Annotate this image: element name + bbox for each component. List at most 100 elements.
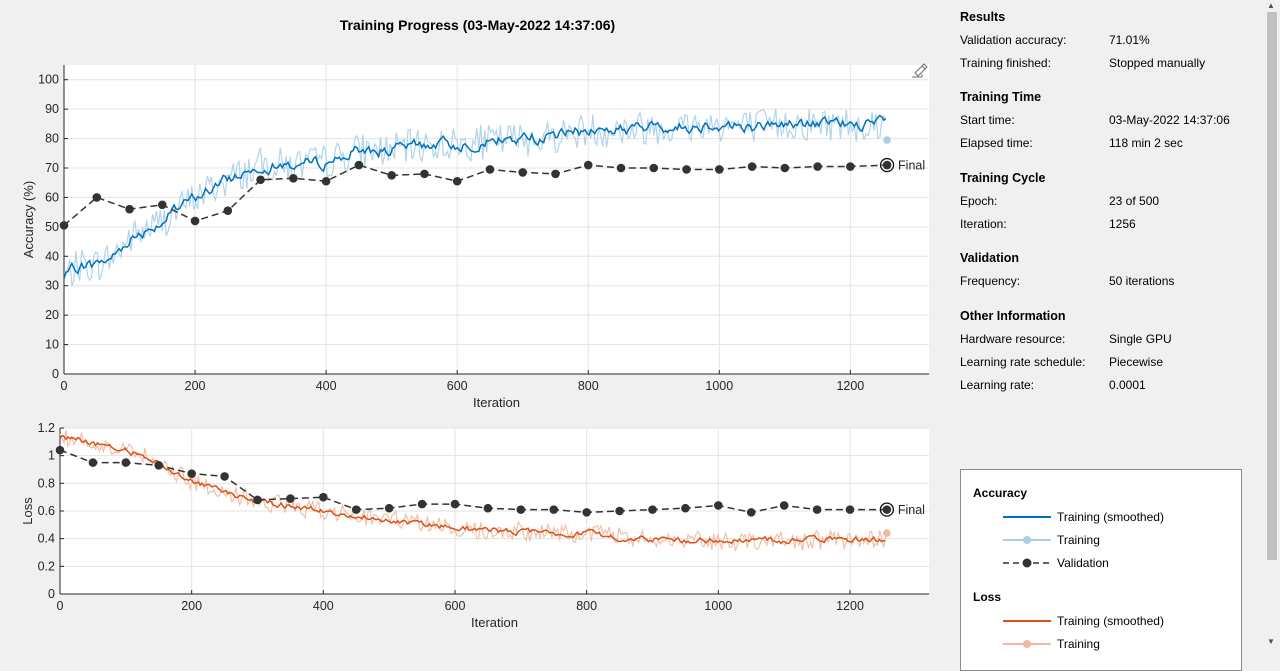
validation-point xyxy=(354,160,364,170)
validation-point xyxy=(518,168,528,177)
validation-point xyxy=(648,505,657,514)
validation-point xyxy=(747,162,757,171)
y-tick-label: 0 xyxy=(52,367,59,381)
validation-point xyxy=(812,505,822,514)
validation-point xyxy=(516,505,526,514)
y-tick-label: 10 xyxy=(45,338,59,352)
validation-point xyxy=(55,445,65,455)
y-tick-label: 90 xyxy=(45,102,59,116)
validation-point xyxy=(420,169,429,179)
x-tick-label: 1000 xyxy=(704,599,732,613)
x-tick-label: 0 xyxy=(61,379,68,393)
validation-point xyxy=(154,461,164,470)
legend-swatch xyxy=(1003,516,1051,518)
training-final-point xyxy=(883,529,891,537)
info-label: Hardware resource: xyxy=(960,332,1066,346)
info-value: 23 of 500 xyxy=(1109,194,1160,208)
final-marker xyxy=(879,157,895,173)
vertical-scrollbar[interactable]: ▲ ▼ xyxy=(1264,0,1280,650)
info-value: 50 iterations xyxy=(1109,274,1175,288)
y-tick-label: 0.6 xyxy=(38,504,55,518)
training-smoothed-line xyxy=(59,434,886,545)
y-axis-label: Accuracy (%) xyxy=(21,181,36,258)
export-icon[interactable] xyxy=(910,62,930,80)
scroll-up-icon[interactable]: ▲ xyxy=(1267,1,1275,10)
validation-point xyxy=(649,163,659,173)
info-label: Epoch: xyxy=(960,194,998,208)
info-label: Elapsed time: xyxy=(960,136,1033,150)
validation-point xyxy=(583,160,593,170)
y-tick-label: 1 xyxy=(48,449,55,463)
section-title: Training Cycle xyxy=(960,171,1046,185)
validation-point xyxy=(88,458,98,467)
validation-point xyxy=(187,469,196,478)
final-label: Final xyxy=(898,503,925,517)
validation-point xyxy=(813,162,822,171)
y-tick-label: 100 xyxy=(38,73,59,87)
info-value: 118 min 2 sec xyxy=(1109,136,1183,150)
validation-point xyxy=(682,165,691,174)
scroll-thumb[interactable] xyxy=(1267,12,1277,560)
validation-point xyxy=(286,494,295,503)
legend-item: Validation xyxy=(1057,556,1109,570)
y-tick-label: 0.4 xyxy=(38,532,55,546)
validation-point xyxy=(59,221,69,230)
validation-point xyxy=(319,492,328,502)
legend-item: Training xyxy=(1057,533,1100,547)
legend-item: Training (smoothed) xyxy=(1057,510,1164,524)
validation-point xyxy=(549,505,559,514)
validation-point xyxy=(485,165,495,174)
x-tick-label: 600 xyxy=(447,379,468,393)
validation-point xyxy=(452,176,462,186)
validation-point xyxy=(616,163,626,173)
validation-point xyxy=(714,501,723,510)
validation-point xyxy=(615,506,624,516)
y-tick-label: 1.2 xyxy=(38,421,55,435)
y-tick-label: 40 xyxy=(45,249,59,263)
validation-point xyxy=(582,508,591,517)
info-value: 71.01% xyxy=(1109,33,1150,47)
x-axis-label: Iteration xyxy=(471,615,518,630)
validation-point xyxy=(125,204,134,214)
legend-swatch xyxy=(1003,536,1051,544)
info-label: Learning rate schedule: xyxy=(960,355,1086,369)
info-label: Training finished: xyxy=(960,56,1051,70)
section-title: Other Information xyxy=(960,309,1066,323)
x-tick-label: 800 xyxy=(578,379,599,393)
validation-point xyxy=(450,499,460,509)
validation-point xyxy=(846,162,855,171)
validation-point xyxy=(190,216,200,226)
validation-point xyxy=(121,458,131,467)
y-tick-label: 50 xyxy=(45,220,59,234)
x-tick-label: 600 xyxy=(445,599,466,613)
validation-point xyxy=(483,503,493,513)
validation-point xyxy=(746,508,756,517)
y-tick-label: 0 xyxy=(48,587,55,601)
legend-item: Training xyxy=(1057,637,1100,651)
info-value: Stopped manually xyxy=(1109,56,1206,70)
y-tick-label: 0.8 xyxy=(38,476,55,490)
scroll-down-icon[interactable]: ▼ xyxy=(1267,637,1275,646)
x-tick-label: 200 xyxy=(185,379,206,393)
y-tick-label: 20 xyxy=(45,308,59,322)
x-tick-label: 800 xyxy=(576,599,597,613)
legend-box: Accuracy Training (smoothed) Training Valid… xyxy=(960,469,1242,671)
loss-plot[interactable]: 0 0.2 0.4 0.6 0.8 1 1.2 0 200 400 600 800 1000 1200 It… xyxy=(20,421,929,630)
validation-point xyxy=(384,503,394,513)
validation-point xyxy=(157,200,167,210)
final-label: Final xyxy=(898,159,925,173)
info-label: Validation accuracy: xyxy=(960,33,1067,47)
validation-point xyxy=(417,499,427,509)
validation-point xyxy=(321,176,331,186)
validation-point xyxy=(256,175,265,185)
y-tick-label: 30 xyxy=(45,279,59,293)
info-label: Frequency: xyxy=(960,274,1021,288)
section-title: Results xyxy=(960,10,1006,24)
x-tick-label: 1200 xyxy=(836,379,864,393)
legend-swatch xyxy=(1003,558,1051,568)
validation-point xyxy=(387,171,396,180)
x-tick-label: 200 xyxy=(181,599,202,613)
validation-point xyxy=(715,165,724,174)
